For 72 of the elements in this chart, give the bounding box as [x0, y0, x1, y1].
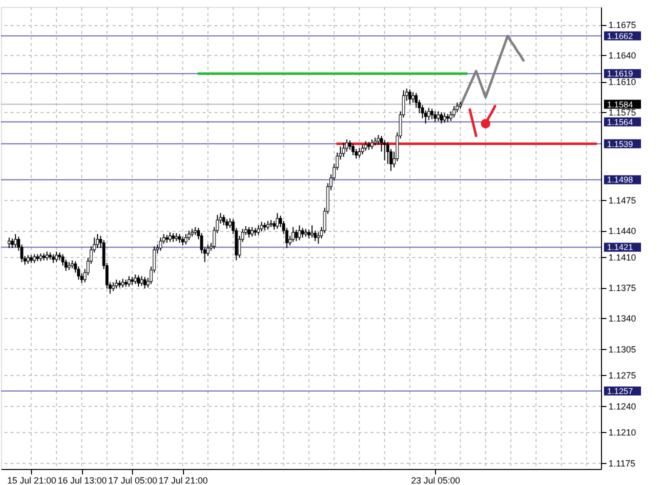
candlestick	[128, 276, 131, 288]
candlestick	[143, 276, 146, 289]
y-tick-label: 1.1575	[608, 108, 636, 118]
candlestick	[137, 274, 140, 288]
y-tick-label: 1.1275	[608, 370, 636, 381]
ref-line-label: 1.1564	[607, 116, 634, 127]
ref-line-label: 1.1257	[607, 386, 634, 396]
candlestick	[383, 140, 386, 161]
candlestick	[222, 214, 226, 226]
y-tick-label: 1.1240	[608, 401, 636, 412]
ref-line-label: 1.1662	[607, 30, 634, 41]
y-tick-label: 1.1175	[608, 458, 636, 468]
ref-line-label: 1.1498	[607, 174, 634, 185]
candlestick	[184, 234, 188, 246]
candlestick	[10, 238, 14, 249]
candlestick	[294, 229, 298, 242]
candlestick	[430, 108, 434, 120]
x-tick-label: 23 Jul 05:00	[411, 476, 460, 485]
candlestick	[168, 232, 172, 242]
candlestick	[443, 112, 446, 124]
candlestick	[228, 218, 232, 228]
candlestick	[440, 112, 443, 124]
candlestick	[427, 107, 430, 121]
candlestick	[54, 251, 58, 263]
y-tick-label: 1.1410	[608, 252, 636, 262]
candlestick	[310, 224, 314, 238]
y-tick-label: 1.1640	[608, 50, 636, 61]
x-tick-label: 15 Jul 21:00	[7, 476, 56, 485]
candlestick	[412, 92, 415, 104]
candlestick	[452, 106, 456, 118]
candlestick	[225, 218, 228, 230]
candlestick	[298, 224, 301, 241]
candlestick	[256, 224, 260, 236]
candlestick	[159, 237, 162, 252]
candlestick	[260, 221, 264, 232]
y-tick-label: 1.1305	[608, 344, 636, 354]
ref-line-label: 1.1584	[607, 99, 634, 110]
candlestick	[364, 140, 368, 152]
ref-line-label: 1.1539	[607, 138, 634, 149]
candlestick	[96, 234, 99, 249]
y-tick-label: 1.1675	[608, 20, 636, 30]
candlestick	[436, 110, 440, 122]
y-tick-label: 1.1475	[608, 195, 636, 206]
candlestick	[361, 144, 364, 155]
line-series	[459, 34, 525, 108]
ref-line-label: 1.1619	[607, 68, 634, 79]
candlestick	[301, 227, 304, 238]
candlestick	[342, 142, 346, 158]
y-tick-label: 1.1340	[608, 314, 636, 324]
candlestick	[8, 237, 11, 249]
y-tick-label: 1.1610	[608, 77, 636, 88]
candlestick	[352, 143, 355, 156]
candlestick	[370, 138, 374, 150]
candlestick	[292, 226, 295, 242]
x-tick-label: 17 Jul 05:00	[108, 476, 158, 485]
candlestick	[140, 276, 144, 286]
y-tick-label: 1.1440	[608, 226, 636, 236]
y-tick-label: 1.1210	[608, 428, 636, 438]
candlestick	[14, 234, 17, 248]
candlestick	[358, 148, 361, 158]
candlestick	[408, 88, 412, 105]
candlestick	[247, 226, 250, 238]
candlestick	[276, 212, 279, 230]
candlestick	[187, 230, 190, 241]
x-tick-label: 16 Jul 13:00	[58, 476, 107, 485]
y-tick-label: 1.1375	[608, 283, 636, 294]
candlestick	[134, 274, 137, 285]
ref-line-label: 1.1421	[607, 242, 634, 252]
candlestick	[376, 134, 380, 146]
candlestick	[434, 110, 437, 122]
candlestick	[250, 226, 254, 238]
x-tick-label: 17 Jul 21:00	[158, 476, 208, 485]
